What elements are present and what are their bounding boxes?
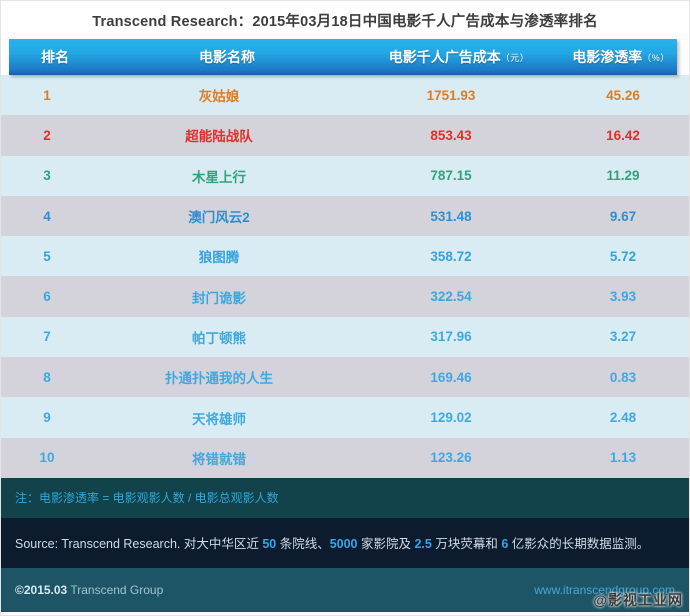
table-row: 9 天将雄师 129.02 2.48 [1,397,689,438]
column-header-cost-label: 电影千人广告成本 [388,49,501,65]
table-row: 7 帕丁顿熊 317.96 3.27 [1,316,689,358]
cost-cell: 169.46 [430,369,472,385]
penetration-cell: 11.29 [606,168,640,184]
penetration-cell: 3.93 [609,289,637,305]
copyright-mark: ©2015.03 [15,582,68,597]
rank-cell: 3 [43,168,51,184]
table-row: 10 将错就错 123.26 1.13 [1,437,689,478]
penetration-cell: 45.26 [606,87,640,103]
column-header-penetration-label: 电影渗透率 [572,49,643,65]
source-number-audience: 6 [501,537,509,552]
movie-name-cell: 天将雄师 [192,411,246,427]
movie-name-cell: 木星上行 [192,169,246,185]
column-header-rank-label: 排名 [41,49,69,65]
rank-cell: 2 [43,127,51,143]
cost-cell: 317.96 [430,329,472,345]
penetration-cell: 5.72 [609,248,637,264]
rank-cell: 4 [43,208,51,224]
table-header-row: 排名 电影名称 电影千人广告成本（元） 电影渗透率（%） [9,39,677,75]
rank-cell: 5 [43,248,51,264]
cost-cell: 322.54 [430,289,472,305]
copyright-text: ©2015.03 Transcend Group [15,583,163,597]
cost-cell: 123.26 [430,450,472,466]
rank-cell: 7 [43,329,51,345]
rank-cell: 6 [43,289,51,305]
column-header-rank: 排名 [9,47,101,67]
note-text: 注：电影渗透率 = 电影观影人数 / 电影总观影人数 [15,491,279,506]
penetration-cell: 0.83 [609,369,637,385]
source-prefix: Source: Transcend Research. 对大中华区近 [15,537,263,552]
movie-name-cell: 帕丁顿熊 [192,330,246,346]
movie-name-cell: 将错就错 [192,451,246,467]
website-link[interactable]: www.itranscendgroup.com [534,582,675,597]
penetration-cell: 16.42 [606,127,640,143]
column-header-movie-name: 电影名称 [101,47,353,67]
copyright-name: Transcend Group [67,582,164,597]
movie-name-cell: 超能陆战队 [185,129,253,145]
rank-cell: 10 [39,450,55,466]
table-row: 1 灰姑娘 1751.93 45.26 [1,75,689,116]
footer-band: ©2015.03 Transcend Group www.itranscendg… [1,567,689,612]
source-number-cinemas: 5000 [329,537,358,552]
source-text: Source: Transcend Research. 对大中华区近 50 条院… [15,533,649,552]
column-header-penetration-unit: （%） [642,53,670,63]
rank-cell: 9 [43,410,51,426]
cost-cell: 1751.93 [426,87,476,103]
movie-name-cell: 澳门风云2 [188,210,250,226]
rank-cell: 8 [43,369,51,385]
source-text-3: 万块荧幕和 [431,537,502,552]
source-text-1: 条院线、 [276,537,330,552]
table-row: 4 澳门风云2 531.48 9.67 [1,195,689,237]
column-header-cost: 电影千人广告成本（元） [353,47,565,67]
table-row: 5 狼图腾 358.72 5.72 [1,236,689,277]
column-header-penetration: 电影渗透率（%） [565,47,677,67]
table-row: 2 超能陆战队 853.43 16.42 [1,115,689,156]
column-header-cost-unit: （元） [500,53,530,63]
movie-name-cell: 封门诡影 [192,290,246,306]
table-row: 8 扑通扑通我的人生 169.46 0.83 [1,357,689,398]
movie-name-cell: 扑通扑通我的人生 [165,371,273,387]
cost-cell: 358.72 [430,248,472,264]
table-row: 6 封门诡影 322.54 3.93 [1,276,689,317]
penetration-cell: 9.67 [609,208,637,224]
note-band: 注：电影渗透率 = 电影观影人数 / 电影总观影人数 [1,477,689,518]
table-body: 1 灰姑娘 1751.93 45.26 2 超能陆战队 853.43 16.42 3 木星上行 78… [1,75,689,478]
source-text-4: 亿影众的长期数据监测。 [508,537,650,552]
source-band: Source: Transcend Research. 对大中华区近 50 条院… [1,517,689,568]
source-text-2: 家影院及 [357,537,415,552]
source-number-screens: 2.5 [414,537,432,552]
rank-cell: 1 [43,87,51,103]
movie-name-cell: 狼图腾 [198,250,240,266]
title-bar: Transcend Research：2015年03月18日中国电影千人广告成本… [1,1,689,39]
column-header-movie-name-label: 电影名称 [199,49,255,65]
cost-cell: 531.48 [430,208,472,224]
penetration-cell: 1.13 [609,450,637,466]
penetration-cell: 2.48 [609,410,637,426]
page-title: Transcend Research：2015年03月18日中国电影千人广告成本… [92,13,598,30]
movie-name-cell: 灰姑娘 [198,89,240,105]
table-row: 3 木星上行 787.15 11.29 [1,155,689,196]
cost-cell: 853.43 [430,127,472,143]
cost-cell: 129.02 [430,410,472,426]
source-number-screens-lines: 50 [262,537,277,552]
watermark-text: @影视工业网 [593,591,683,608]
cost-cell: 787.15 [430,168,472,184]
penetration-cell: 3.27 [609,329,637,345]
